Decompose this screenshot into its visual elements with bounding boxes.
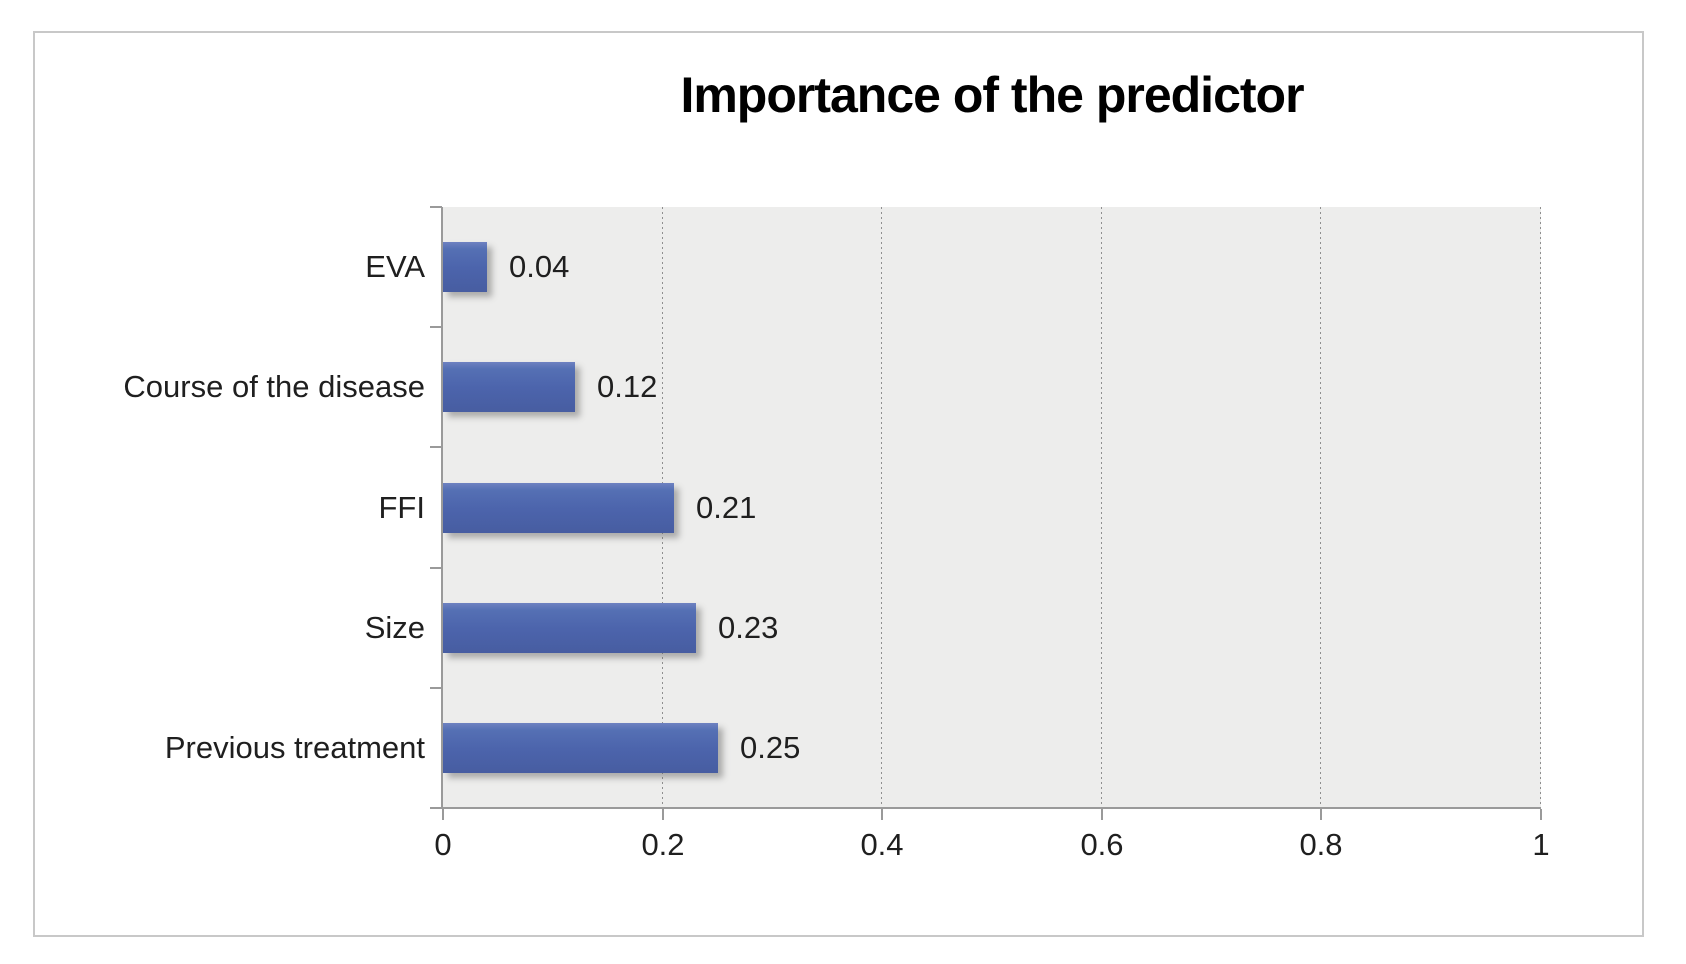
gridline	[881, 207, 882, 808]
y-axis-tick	[430, 567, 442, 569]
x-tick-label: 0	[434, 827, 452, 862]
chart-title: Importance of the predictor	[680, 67, 1304, 123]
bar	[443, 483, 674, 533]
bar-value-label: 0.21	[696, 490, 757, 525]
plot-area	[443, 207, 1541, 808]
category-label: Course of the disease	[123, 369, 425, 404]
bar	[443, 603, 696, 653]
bar	[443, 362, 575, 412]
category-label: FFI	[378, 490, 426, 525]
bar-value-label: 0.04	[509, 249, 570, 284]
x-axis-tick	[662, 809, 664, 820]
x-tick-label: 0.8	[1299, 827, 1343, 862]
x-axis-tick	[1101, 809, 1103, 820]
x-tick-label: 0.6	[1080, 827, 1124, 862]
category-label: Previous treatment	[164, 730, 425, 765]
category-label: EVA	[365, 249, 425, 284]
x-axis-tick	[1540, 809, 1542, 820]
x-axis-line	[430, 807, 1541, 809]
gridline	[1320, 207, 1321, 808]
x-tick-label: 0.4	[860, 827, 904, 862]
x-tick-label: 1	[1532, 827, 1550, 862]
bar	[443, 723, 718, 773]
y-axis-line	[441, 207, 443, 808]
x-axis-tick	[442, 809, 444, 820]
x-axis-tick	[1320, 809, 1322, 820]
x-tick-label: 0.2	[641, 827, 685, 862]
bar	[443, 242, 487, 292]
gridline	[1101, 207, 1102, 808]
bar-value-label: 0.23	[718, 610, 779, 645]
y-axis-tick	[430, 206, 442, 208]
gridline	[1540, 207, 1541, 808]
category-label: Size	[364, 610, 425, 645]
y-axis-tick	[430, 326, 442, 328]
y-axis-tick	[430, 687, 442, 689]
bar-value-label: 0.12	[597, 369, 658, 404]
y-axis-tick	[430, 807, 442, 809]
x-axis-tick	[881, 809, 883, 820]
y-axis-tick	[430, 446, 442, 448]
bar-value-label: 0.25	[740, 730, 801, 765]
